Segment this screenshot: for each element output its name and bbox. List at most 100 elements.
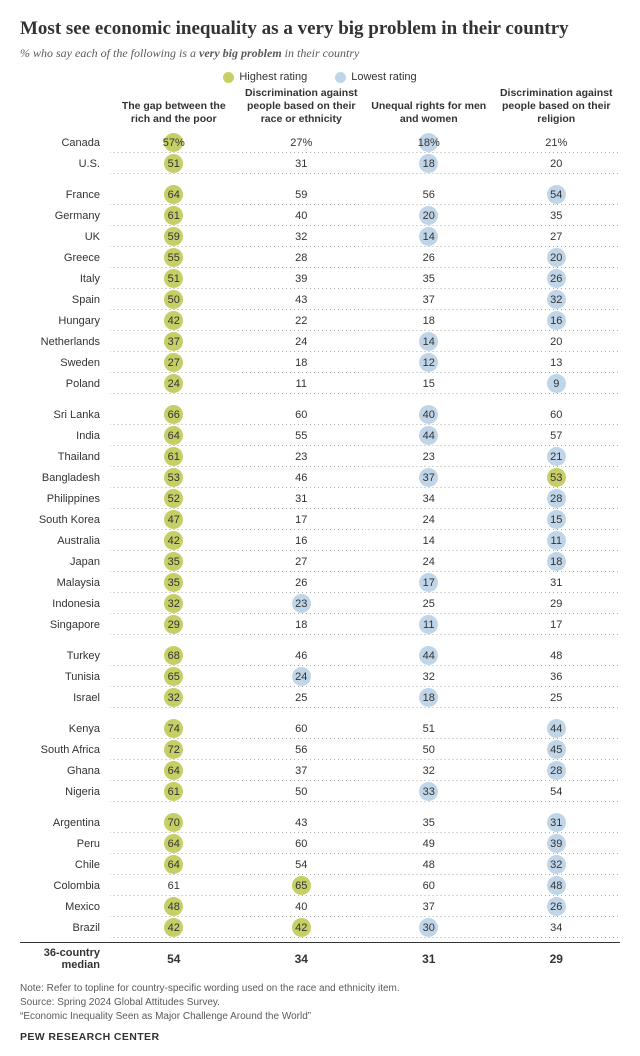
cell-value: 35 [419,817,439,829]
cell-value: 20 [546,252,566,264]
data-cell: 46 [238,645,366,666]
country-group: France64595654Germany61402035UK59321427G… [20,184,620,394]
cell-value: 47 [164,514,184,526]
table-row: India64554457 [20,425,620,446]
country-label: Thailand [20,451,110,463]
data-cell: 32 [110,687,238,708]
cell-value: 61 [164,451,184,463]
data-cell: 50 [365,739,493,760]
table-row: South Korea47172415 [20,509,620,530]
data-cell: 53 [110,467,238,488]
data-cell: 15 [365,373,493,394]
table-row: Germany61402035 [20,205,620,226]
data-cell: 59 [238,184,366,205]
cell-value: 35 [164,577,184,589]
cell-value: 27 [546,231,566,243]
data-cell: 44 [365,425,493,446]
data-cell: 14 [365,226,493,247]
legend: Highest rating Lowest rating [20,71,620,83]
data-cell: 32 [493,289,621,310]
legend-highest: Highest rating [223,71,307,83]
cell-value: 70 [164,817,184,829]
cell-value: 25 [291,692,311,704]
data-cell: 27 [110,352,238,373]
median-value: 29 [493,952,621,966]
cell-value: 28 [546,493,566,505]
cell-value: 24 [291,671,311,683]
cell-value: 13 [546,357,566,369]
data-cell: 18 [365,153,493,174]
cell-value: 42 [164,315,184,327]
cell-value: 18 [546,556,566,568]
data-cell: 42 [110,917,238,938]
data-cell: 56 [238,739,366,760]
data-cell: 14 [365,530,493,551]
cell-value: 14 [419,535,439,547]
data-cell: 24 [238,331,366,352]
data-cell: 15 [493,509,621,530]
cell-value: 27 [291,556,311,568]
cell-value: 72 [164,744,184,756]
cell-value: 18 [419,692,439,704]
cell-value: 18 [291,619,311,631]
cell-value: 29 [164,619,184,631]
data-cell: 70 [110,812,238,833]
cell-value: 35 [164,556,184,568]
cell-value: 49 [419,838,439,850]
cell-value: 27% [290,137,312,149]
country-label: India [20,430,110,442]
data-cell: 37 [365,289,493,310]
data-cell: 59 [110,226,238,247]
cell-value: 35 [419,273,439,285]
table-row: South Africa72565045 [20,739,620,760]
data-cell: 44 [493,718,621,739]
table-row: Peru64604939 [20,833,620,854]
cell-value: 11 [546,535,566,547]
cell-value: 68 [164,650,184,662]
data-cell: 17 [238,509,366,530]
data-cell: 52 [110,488,238,509]
country-label: Hungary [20,315,110,327]
country-label: Bangladesh [20,472,110,484]
cell-value: 26 [291,577,311,589]
cell-value: 32 [419,671,439,683]
table-row: UK59321427 [20,226,620,247]
country-label: Israel [20,692,110,704]
cell-value: 51 [164,158,184,170]
data-cell: 51 [365,718,493,739]
cell-value: 46 [291,650,311,662]
cell-value: 24 [291,336,311,348]
table-row: Ghana64373228 [20,760,620,781]
data-cell: 9 [493,373,621,394]
data-cell: 64 [110,854,238,875]
cell-value: 28 [291,252,311,264]
table-row: Netherlands37241420 [20,331,620,352]
data-cell: 64 [110,760,238,781]
cell-value: 53 [546,472,566,484]
table-row: Tunisia65243236 [20,666,620,687]
table-row: Sri Lanka66604060 [20,404,620,425]
data-cell: 65 [110,666,238,687]
cell-value: 65 [291,880,311,892]
median-label: 36-country median [20,947,110,971]
data-cell: 23 [238,593,366,614]
data-cell: 17 [365,572,493,593]
legend-lowest: Lowest rating [335,71,416,83]
data-cell: 61 [110,781,238,802]
cell-value: 54 [546,786,566,798]
data-cell: 48 [493,875,621,896]
footer-org: PEW RESEARCH CENTER [20,1030,620,1045]
median-value: 31 [365,952,493,966]
country-label: Indonesia [20,598,110,610]
table-row: Malaysia35261731 [20,572,620,593]
data-cell: 37 [238,760,366,781]
table-row: Turkey68464448 [20,645,620,666]
data-cell: 27 [238,551,366,572]
data-cell: 47 [110,509,238,530]
cell-value: 42 [164,922,184,934]
data-cell: 40 [365,404,493,425]
country-label: Ghana [20,765,110,777]
cell-value: 17 [291,514,311,526]
data-cell: 35 [365,812,493,833]
cell-value: 32 [546,859,566,871]
